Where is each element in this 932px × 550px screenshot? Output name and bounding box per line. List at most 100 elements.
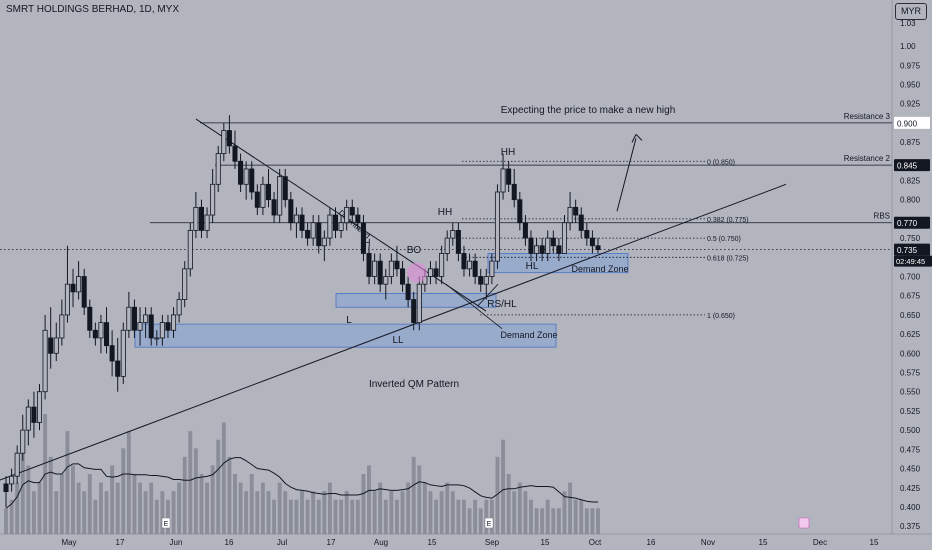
candle-body[interactable]	[154, 337, 160, 340]
candle-body[interactable]	[561, 222, 568, 254]
candle-body[interactable]	[215, 153, 221, 185]
candle-body[interactable]	[98, 322, 104, 339]
candle-body[interactable]	[388, 260, 394, 277]
candle-body[interactable]	[444, 237, 450, 254]
candle-body[interactable]	[165, 322, 171, 331]
candle-body[interactable]	[584, 230, 590, 239]
candle-body[interactable]	[31, 406, 37, 423]
candle-body[interactable]	[545, 237, 551, 254]
candle-body[interactable]	[321, 237, 327, 247]
earnings-marker-2-box[interactable]	[484, 517, 494, 529]
candle-body[interactable]	[182, 268, 188, 300]
earnings-marker-1-box[interactable]	[161, 517, 171, 529]
candle-body[interactable]	[226, 130, 232, 147]
candle-body[interactable]	[472, 260, 478, 277]
candle-body[interactable]	[400, 268, 406, 285]
candle-body[interactable]	[528, 237, 534, 254]
candle-body[interactable]	[450, 230, 456, 239]
symbol-title[interactable]: SMRT HOLDINGS BERHAD, 1D, MYX	[6, 4, 179, 15]
candle-body[interactable]	[277, 176, 283, 216]
candle-body[interactable]	[310, 222, 316, 239]
candle-body[interactable]	[143, 314, 149, 323]
candle-body[interactable]	[25, 406, 31, 431]
candle-body[interactable]	[455, 230, 461, 254]
candle-body[interactable]	[489, 260, 495, 277]
candle-body[interactable]	[539, 245, 545, 254]
candle-body[interactable]	[64, 283, 70, 316]
candle-body[interactable]	[305, 230, 311, 239]
candle-body[interactable]	[461, 253, 467, 270]
candle-body[interactable]	[59, 314, 65, 339]
candle-body[interactable]	[126, 306, 132, 331]
candle-body[interactable]	[327, 214, 333, 239]
candle-body[interactable]	[243, 168, 249, 185]
candle-body[interactable]	[589, 237, 595, 247]
candle-body[interactable]	[221, 130, 227, 154]
candle-body[interactable]	[405, 283, 411, 300]
candle-body[interactable]	[372, 260, 378, 277]
candle-body[interactable]	[567, 206, 573, 224]
candle-body[interactable]	[288, 199, 294, 224]
candle-body[interactable]	[176, 299, 182, 316]
candle-body[interactable]	[282, 176, 288, 201]
candle-body[interactable]	[411, 299, 417, 323]
candle-body[interactable]	[20, 429, 26, 454]
candle-body[interactable]	[316, 222, 322, 247]
candle-body[interactable]	[349, 206, 355, 216]
candle-body[interactable]	[254, 191, 260, 208]
candle-body[interactable]	[344, 206, 350, 224]
candle-body[interactable]	[534, 245, 540, 254]
candle-body[interactable]	[249, 168, 255, 193]
candle-body[interactable]	[232, 145, 238, 162]
candle-body[interactable]	[137, 322, 143, 331]
candle-body[interactable]	[53, 337, 59, 354]
candle-body[interactable]	[109, 345, 115, 362]
candle-body[interactable]	[556, 245, 562, 254]
candle-body[interactable]	[573, 206, 579, 216]
currency-button[interactable]: MYR	[895, 3, 927, 20]
candle-body[interactable]	[3, 483, 9, 492]
candle-body[interactable]	[271, 199, 277, 216]
candle-body[interactable]	[14, 452, 20, 477]
candle-body[interactable]	[70, 283, 76, 293]
candle-body[interactable]	[595, 245, 601, 251]
candle-body[interactable]	[511, 183, 517, 201]
candle-body[interactable]	[506, 168, 512, 185]
candle-body[interactable]	[9, 475, 15, 485]
candle-body[interactable]	[500, 168, 506, 193]
candle-body[interactable]	[87, 306, 93, 331]
candle-body[interactable]	[377, 260, 383, 285]
candle-body[interactable]	[42, 329, 48, 393]
candle-body[interactable]	[293, 214, 299, 224]
candle-body[interactable]	[416, 283, 422, 323]
candle-body[interactable]	[198, 206, 204, 231]
candle-body[interactable]	[383, 276, 389, 285]
candle-body[interactable]	[299, 214, 305, 231]
candle-body[interactable]	[427, 268, 433, 277]
candle-body[interactable]	[92, 329, 98, 339]
candle-body[interactable]	[338, 222, 344, 231]
candle-body[interactable]	[355, 214, 361, 224]
candle-body[interactable]	[439, 253, 445, 277]
candle-body[interactable]	[148, 314, 154, 339]
candle-body[interactable]	[193, 206, 199, 231]
candle-body[interactable]	[187, 230, 193, 270]
candle-body[interactable]	[517, 199, 523, 224]
candle-body[interactable]	[131, 306, 137, 331]
candle-body[interactable]	[48, 337, 54, 354]
candle-body[interactable]	[36, 391, 43, 423]
candle-body[interactable]	[210, 183, 216, 216]
candle-body[interactable]	[76, 276, 82, 293]
candle-body[interactable]	[171, 314, 177, 331]
candle-body[interactable]	[120, 329, 126, 377]
candle-body[interactable]	[260, 183, 266, 208]
candle-body[interactable]	[578, 214, 584, 231]
candle-body[interactable]	[478, 276, 484, 285]
candle-body[interactable]	[394, 260, 400, 270]
candle-body[interactable]	[159, 322, 165, 339]
candle-body[interactable]	[467, 260, 473, 270]
dividend-marker[interactable]	[798, 517, 810, 529]
candle-body[interactable]	[115, 360, 121, 377]
candle-body[interactable]	[550, 237, 556, 247]
